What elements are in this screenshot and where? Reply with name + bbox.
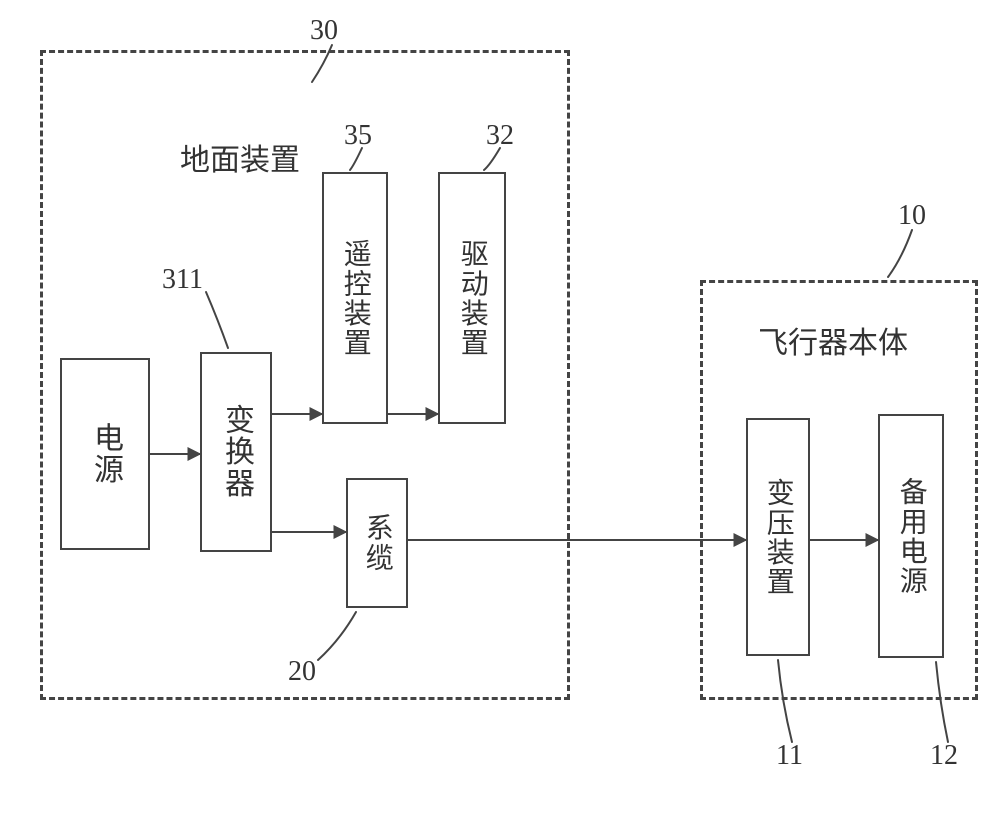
label-32: 32 [486,120,514,152]
label-20: 20 [288,656,316,688]
label-10: 10 [898,200,926,232]
node-remote: 遥控装置 [322,172,388,424]
label-30: 30 [310,15,338,47]
node-transformer-label: 变压装置 [761,478,795,597]
label-11: 11 [776,740,803,772]
node-tether-label: 系缆 [360,513,394,572]
label-12: 12 [930,740,958,772]
group-ground-title: 地面装置 [180,135,300,179]
label-311: 311 [162,264,203,296]
node-remote-label: 遥控装置 [338,239,372,358]
group-aircraft-title: 飞行器本体 [758,318,908,362]
node-converter: 变换器 [200,352,272,552]
label-35: 35 [344,120,372,152]
node-transformer: 变压装置 [746,418,810,656]
node-power-label: 电源 [87,422,123,486]
leader-10 [888,230,912,277]
node-backup: 备用电源 [878,414,944,658]
node-drive: 驱动装置 [438,172,506,424]
node-drive-label: 驱动装置 [455,239,489,358]
node-backup-label: 备用电源 [894,477,928,596]
node-power: 电源 [60,358,150,550]
node-converter-label: 变换器 [218,404,254,499]
node-tether: 系缆 [346,478,408,608]
